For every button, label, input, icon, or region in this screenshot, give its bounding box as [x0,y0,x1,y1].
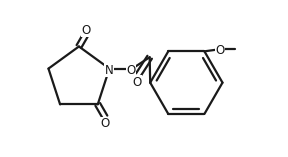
Text: N: N [105,64,114,77]
Text: O: O [126,64,136,77]
Text: O: O [100,117,110,130]
Text: O: O [82,24,91,37]
Text: O: O [215,44,225,57]
Text: O: O [133,76,142,89]
